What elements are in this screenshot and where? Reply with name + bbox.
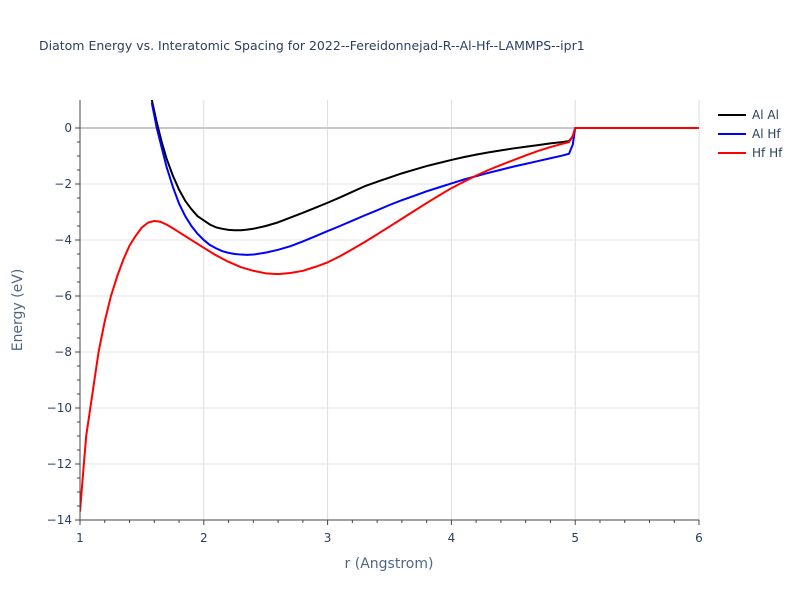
series-line-2: [150, 102, 699, 256]
series-group: [80, 100, 699, 512]
series-line-1: [150, 100, 699, 232]
y-tick-label: −4: [54, 233, 72, 247]
x-tick-label: 5: [571, 531, 579, 545]
legend: Al Al Al Hf Hf Hf: [718, 108, 783, 160]
y-tick-label: −14: [47, 513, 72, 527]
x-tick-label: 4: [448, 531, 456, 545]
tick-labels: 1 2 3 4 5 6 0 −2 −4 −6 −8 −10 −12 −14: [47, 121, 703, 545]
x-tick-label: 1: [76, 531, 84, 545]
axes: [75, 100, 700, 525]
y-tick-label: −2: [54, 177, 72, 191]
y-tick-label: −12: [47, 457, 72, 471]
x-axis-label: r (Angstrom): [345, 556, 434, 572]
legend-label-3: Hf Hf: [752, 146, 783, 160]
y-axis-label: Energy (eV): [10, 269, 26, 352]
legend-label-1: Al Al: [752, 108, 779, 122]
x-tick-label: 6: [695, 531, 703, 545]
x-tick-label: 2: [200, 531, 208, 545]
legend-label-2: Al Hf: [752, 127, 781, 141]
y-tick-label: −10: [47, 401, 72, 415]
x-tick-label: 3: [324, 531, 332, 545]
y-tick-label: 0: [64, 121, 72, 135]
series-line-3: [80, 127, 699, 512]
y-tick-label: −8: [54, 345, 72, 359]
chart-title: Diatom Energy vs. Interatomic Spacing fo…: [39, 38, 585, 53]
y-tick-label: −6: [54, 289, 72, 303]
grid: [80, 100, 700, 520]
